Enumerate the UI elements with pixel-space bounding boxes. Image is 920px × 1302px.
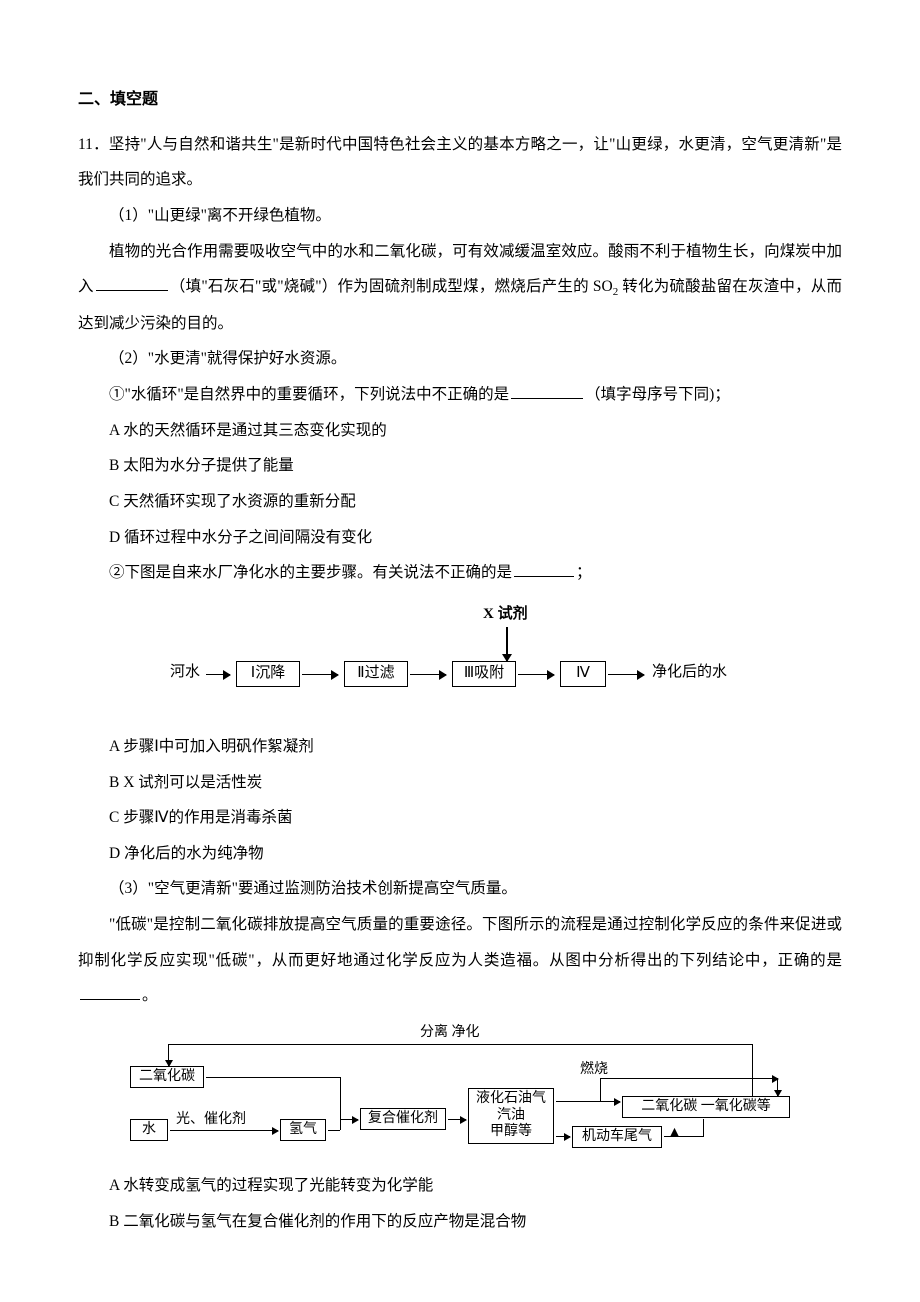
arrow-5	[608, 674, 644, 676]
water-purification-diagram: X 试剂 河水 Ⅰ沉降 Ⅱ过滤 Ⅲ吸附 Ⅳ 净化后的水	[170, 607, 750, 717]
sep-label: 分离 净化	[420, 1026, 480, 1040]
blank-2[interactable]	[511, 384, 583, 400]
box-products: 二氧化碳 一氧化碳等	[622, 1096, 790, 1118]
arrow-down-co2	[168, 1044, 169, 1066]
box-lpg: 液化石油气 汽油 甲醇等	[468, 1088, 554, 1144]
line-co2-right	[206, 1077, 340, 1078]
box-water: 水	[130, 1119, 168, 1141]
p3-body: "低碳"是控制二氧化碳排放提高空气质量的重要途径。下图所示的流程是通过控制化学反…	[78, 907, 842, 1014]
arrow-water-h2	[170, 1130, 278, 1131]
line-top	[168, 1044, 753, 1045]
arrow-lpg-prod	[556, 1101, 620, 1102]
p3-optB: B 二氧化碳与氢气在复合催化剂的作用下的反应产物是混合物	[78, 1204, 842, 1240]
p2-q2-optC: C 步骤Ⅳ的作用是消毒杀菌	[78, 800, 842, 836]
line-exhaust-up	[703, 1119, 704, 1136]
p2-q2-optA: A 步骤Ⅰ中可加入明矾作絮凝剂	[78, 729, 842, 765]
p2-optD: D 循环过程中水分子之间间隔没有变化	[78, 520, 842, 556]
p2-label: （2）"水更清"就得保护好水资源。	[78, 341, 842, 377]
q-num: 11．	[78, 136, 109, 153]
box-co2: 二氧化碳	[130, 1066, 204, 1088]
p1-hint: （填"石灰石"或"烧碱"）作为固硫剂制成型煤，燃烧后产生的 SO	[170, 278, 613, 295]
light-cat-label: 光、催化剂	[176, 1113, 246, 1127]
section-title: 二、填空题	[78, 82, 842, 119]
p2-q2-text: ②下图是自来水厂净化水的主要步骤。有关说法不正确的是	[109, 564, 512, 581]
p3-text: "低碳"是控制二氧化碳排放提高空气质量的重要途径。下图所示的流程是通过控制化学反…	[78, 916, 842, 969]
purified-water-label: 净化后的水	[652, 665, 727, 680]
q11-intro: 11．坚持"人与自然和谐共生"是新时代中国特色社会主义的基本方略之一，让"山更绿…	[78, 127, 842, 198]
arrow-burn-down	[777, 1078, 778, 1096]
x-reagent-label: X 试剂	[483, 607, 528, 622]
box-compound-cat: 复合催化剂	[360, 1108, 446, 1130]
low-carbon-diagram: 分离 净化 二氧化碳 水 光、催化剂 氢气 复合催化剂 液化石油气 汽油 甲醇等…	[130, 1026, 790, 1156]
p2-q2-end: ；	[576, 564, 592, 581]
p3-end: 。	[142, 987, 158, 1004]
arrow-up-tri: ▴	[670, 1122, 679, 1140]
p1-label: （1）"山更绿"离不开绿色植物。	[78, 198, 842, 234]
arrow-lpg-exhaust	[556, 1136, 570, 1137]
so2-sub: 2	[613, 286, 619, 298]
line-co2-down	[340, 1077, 341, 1119]
box-iv: Ⅳ	[560, 661, 606, 687]
p2-q1: ①"水循环"是自然界中的重要循环，下列说法中不正确的是 （填字母序号下同)；	[78, 377, 842, 413]
p1-body: 植物的光合作用需要吸收空气中的水和二氧化碳，可有效减缓温室效应。酸雨不利于植物生…	[78, 234, 842, 342]
blank-4[interactable]	[80, 985, 140, 1001]
box-filter: Ⅱ过滤	[344, 661, 408, 687]
intro-text: 坚持"人与自然和谐共生"是新时代中国特色社会主义的基本方略之一，让"山更绿，水更…	[78, 136, 842, 189]
river-water-label: 河水	[170, 665, 200, 680]
arrow-to-cat	[340, 1119, 358, 1120]
p2-optB: B 太阳为水分子提供了能量	[78, 448, 842, 484]
arrow-to-lpg	[448, 1119, 466, 1120]
line-h2-up	[340, 1119, 341, 1130]
line-h2-right	[328, 1130, 340, 1131]
p2-optA: A 水的天然循环是通过其三态变化实现的	[78, 413, 842, 449]
arrow-4	[518, 674, 554, 676]
p3-optA: A 水转变成氢气的过程实现了光能转变为化学能	[78, 1168, 842, 1204]
line-right-v	[752, 1044, 753, 1097]
blank-1[interactable]	[96, 276, 168, 292]
arrow-2	[302, 674, 338, 676]
box-h2: 氢气	[280, 1119, 326, 1141]
arrow-3	[410, 674, 446, 676]
p2-q1-hint: （填字母序号下同)；	[585, 386, 730, 403]
p2-optC: C 天然循环实现了水资源的重新分配	[78, 484, 842, 520]
box-exhaust: 机动车尾气	[572, 1126, 662, 1148]
p2-q1-text: ①"水循环"是自然界中的重要循环，下列说法中不正确的是	[109, 386, 509, 403]
blank-3[interactable]	[514, 562, 574, 578]
line-burn-tick	[600, 1078, 601, 1101]
box-adsorb: Ⅲ吸附	[452, 661, 516, 687]
p2-q2-optD: D 净化后的水为纯净物	[78, 836, 842, 872]
p2-q2-optB: B X 试剂可以是活性炭	[78, 765, 842, 801]
arrow-burn-right	[600, 1078, 778, 1079]
arrow-1	[206, 674, 230, 676]
burn-label: 燃烧	[580, 1063, 608, 1077]
box-sediment: Ⅰ沉降	[236, 661, 300, 687]
p2-q2: ②下图是自来水厂净化水的主要步骤。有关说法不正确的是 ；	[78, 555, 842, 591]
p3-label: （3）"空气更清新"要通过监测防治技术创新提高空气质量。	[78, 871, 842, 907]
arrow-x-down	[506, 627, 508, 661]
